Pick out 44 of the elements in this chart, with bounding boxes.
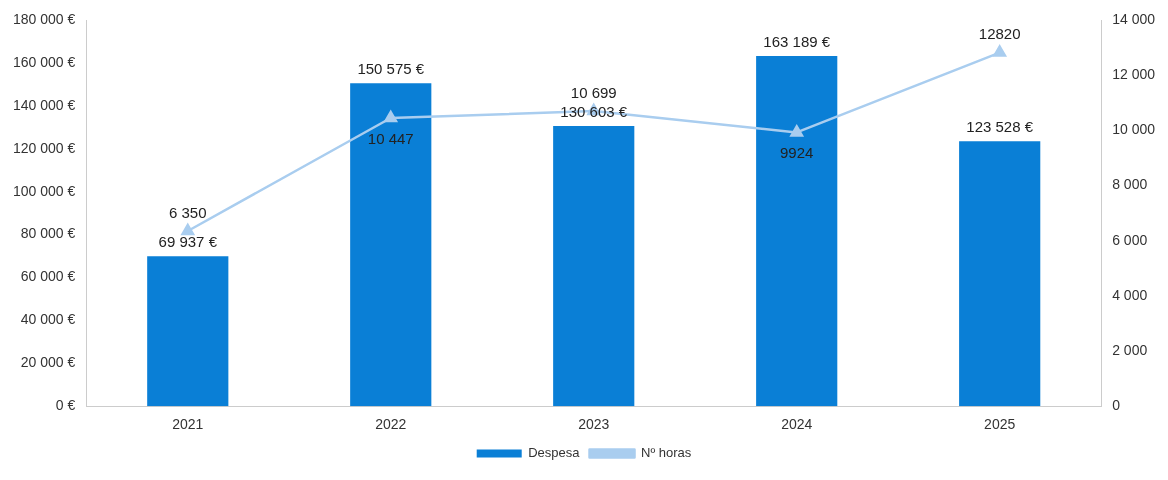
x-tick-label: 2021 (172, 416, 204, 433)
data-label: 9924 (780, 144, 814, 162)
x-tick-label: 2024 (781, 416, 813, 433)
point (790, 125, 804, 137)
bar (147, 256, 229, 407)
bar (553, 125, 635, 407)
y-tick-label: 60 000 € (20, 268, 76, 285)
y2-tick-label: 14 000 (1112, 10, 1156, 27)
y-tick-label: 100 000 € (12, 182, 76, 199)
data-label: 163 189 € (763, 32, 831, 50)
data-label: 123 528 € (966, 117, 1034, 135)
data-label: 10 699 (570, 83, 617, 101)
y-tick-label: 140 000 € (12, 96, 76, 113)
y-tick-label: 160 000 € (12, 53, 76, 70)
y-tick-label: 0 € (55, 397, 76, 414)
data-label: 10 447 (367, 129, 414, 147)
bar (350, 83, 432, 407)
y2-tick-label: 6 000 (1112, 231, 1148, 248)
bar (756, 56, 838, 407)
x-tick-label: 2022 (375, 416, 407, 433)
y2-tick-label: 4 000 (1112, 286, 1148, 303)
data-label: 150 575 € (357, 59, 425, 77)
y-tick-label: 180 000 € (12, 10, 76, 27)
x-tick-label: 2023 (578, 416, 610, 433)
point (993, 45, 1007, 57)
y2-tick-label: 2 000 (1112, 341, 1148, 358)
y-tick-label: 120 000 € (12, 139, 76, 156)
data-label: 130 603 € (560, 102, 628, 120)
y2-tick-label: 0 (1112, 397, 1121, 414)
y-tick-label: 40 000 € (20, 311, 76, 328)
y2-tick-label: 8 000 (1112, 176, 1148, 193)
y2-tick-label: 10 000 (1112, 121, 1156, 138)
legend-label: Nº horas (641, 445, 692, 461)
bar (959, 141, 1041, 407)
y2-tick-label: 12 000 (1112, 66, 1156, 83)
data-label: 69 937 € (158, 232, 218, 250)
data-label: 12820 (978, 25, 1021, 43)
data-label: 6 350 (169, 203, 207, 221)
point (181, 223, 195, 236)
y-tick-label: 20 000 € (20, 354, 76, 371)
legend-label: Despesa (528, 445, 581, 461)
point (384, 110, 398, 123)
y-tick-label: 80 000 € (20, 225, 76, 242)
x-tick-label: 2025 (984, 416, 1016, 433)
